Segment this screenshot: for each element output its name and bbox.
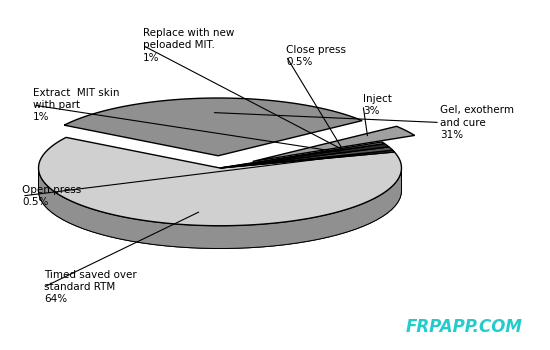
Polygon shape [252, 126, 415, 161]
Polygon shape [220, 147, 393, 168]
Polygon shape [220, 150, 394, 168]
Polygon shape [64, 98, 362, 156]
Text: Timed saved over
standard RTM
64%: Timed saved over standard RTM 64% [44, 270, 137, 304]
Polygon shape [39, 167, 401, 248]
Polygon shape [220, 144, 389, 168]
Text: FRPAPP.COM: FRPAPP.COM [406, 318, 522, 336]
Text: Extract  MIT skin
with part
1%: Extract MIT skin with part 1% [33, 88, 119, 122]
Text: Close press
0.5%: Close press 0.5% [286, 45, 346, 67]
Text: Open press
0.5%: Open press 0.5% [22, 185, 81, 207]
Text: Gel, exotherm
and cure
31%: Gel, exotherm and cure 31% [440, 105, 514, 140]
Polygon shape [39, 138, 401, 226]
Text: Inject
3%: Inject 3% [363, 94, 392, 116]
Polygon shape [39, 167, 401, 248]
Polygon shape [220, 142, 384, 168]
Text: Replace with new
peloaded MIT.
1%: Replace with new peloaded MIT. 1% [143, 28, 234, 63]
